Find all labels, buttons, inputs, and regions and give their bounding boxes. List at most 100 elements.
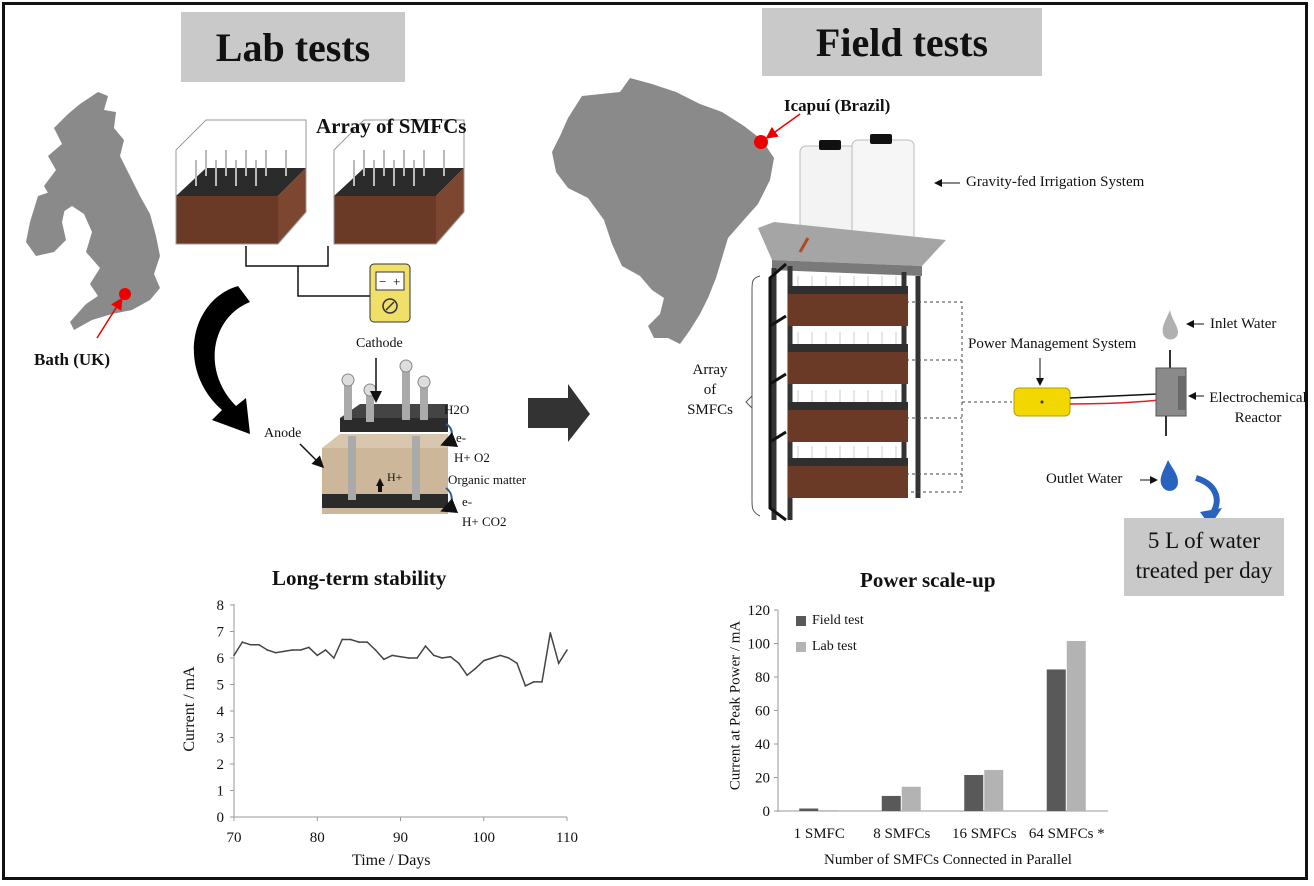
bath-label: Bath (UK) — [34, 350, 111, 369]
stability-data-point — [557, 662, 560, 665]
cathode-label: Cathode — [356, 336, 403, 351]
stability-data-point — [399, 655, 402, 658]
stability-data-point — [299, 649, 302, 651]
stability-data-point — [499, 654, 502, 657]
scaleup-ytick-label: 20 — [755, 771, 770, 787]
stability-ytick-label: 3 — [217, 731, 225, 747]
icapui-label: Icapuí (Brazil) — [784, 96, 891, 115]
scaleup-ylabel: Current at Peak Power / mA — [727, 620, 744, 791]
outlet-water-label: Outlet Water — [1046, 471, 1123, 487]
electron-label-1: e- — [456, 430, 467, 445]
stability-series-line — [233, 632, 568, 687]
stability-data-point — [358, 641, 360, 643]
stability-data-point — [416, 657, 418, 659]
stability-data-point — [408, 657, 410, 659]
svg-text:−: − — [379, 274, 386, 289]
bar-field-3 — [1046, 669, 1066, 811]
scaleup-ytick-label: 40 — [755, 737, 770, 753]
h-o2-label: H+ O2 — [454, 450, 490, 465]
pms-reactor-wire-red — [1069, 399, 1161, 405]
stability-chart-title: Long-term stability — [272, 566, 447, 590]
stability-data-point — [341, 638, 344, 641]
legend-swatch-field — [796, 616, 806, 626]
brazil-map — [552, 78, 774, 344]
bar-legend — [796, 616, 806, 652]
stability-data-point — [324, 649, 327, 651]
lab-smfc-array-2 — [333, 119, 465, 245]
stability-xtick-label: 70 — [227, 830, 242, 846]
field-array-label-line2: of — [703, 382, 717, 398]
stability-data-point — [349, 638, 352, 641]
summary-line1: 5 L of water — [1147, 528, 1261, 553]
multimeter-icon: − + — [369, 263, 411, 323]
stability-ytick-label: 8 — [217, 598, 225, 614]
reactor-label: Electrochemical Reactor — [1206, 388, 1310, 428]
stability-data-point — [566, 649, 568, 651]
field-array-label: Array of SMFCs — [680, 360, 740, 420]
stability-data-point — [366, 641, 369, 643]
stability-xtick-label: 80 — [310, 830, 325, 846]
outlet-curve-arrow — [1194, 475, 1220, 516]
bar-field-1 — [881, 795, 901, 811]
power-management-box — [1013, 387, 1071, 417]
stability-data-point — [541, 681, 543, 683]
pms-reactor-wire-black — [1069, 393, 1159, 399]
stability-xtick-label: 90 — [393, 830, 408, 846]
reactor-icon — [1155, 350, 1187, 436]
scaleup-xtick-label: 8 SMFCs — [873, 826, 930, 842]
scaleup-ytick-label: 120 — [748, 603, 771, 619]
stability-data-point — [258, 643, 260, 646]
field-tests-title: Field tests — [762, 8, 1042, 76]
legend-lab-label: Lab test — [812, 639, 857, 654]
stability-data-point — [424, 645, 427, 647]
legend-swatch-lab — [796, 642, 806, 652]
field-tower — [745, 134, 1012, 522]
stability-data-point — [383, 658, 385, 661]
stability-data-point — [449, 655, 452, 658]
stability-xtick-label: 110 — [556, 830, 578, 846]
stability-data-point — [333, 657, 335, 659]
stability-data-point — [474, 667, 477, 670]
outlet-drop-icon — [1160, 460, 1178, 491]
lab-tests-title: Lab tests — [181, 12, 405, 82]
field-array-label-line1: Array — [692, 362, 728, 378]
h2o-label: H2O — [444, 402, 470, 417]
scaleup-ytick-label: 100 — [748, 637, 771, 653]
inlet-drop-icon — [1162, 310, 1178, 340]
anode-label: Anode — [264, 426, 302, 441]
scaleup-ytick-label: 0 — [763, 804, 771, 820]
outlet-curve-arrowhead — [1200, 508, 1222, 526]
scaleup-chart: 0 20 40 60 80 100 120 1 SMFC 8 SMFCs 16 SMFCs 64 … — [748, 603, 1108, 842]
scaleup-xlabel: Number of SMFCs Connected in Parallel — [824, 852, 1072, 868]
meter-wiring — [297, 266, 370, 297]
bar-lab-3 — [1066, 640, 1086, 811]
stability-xtick-label: 100 — [473, 830, 496, 846]
bar-lab-1 — [901, 786, 921, 811]
scaleup-chart-title: Power scale-up — [860, 568, 996, 592]
irrigation-label: Gravity-fed Irrigation System — [966, 174, 1145, 190]
water-summary-box: 5 L of water treated per day — [1124, 518, 1284, 596]
stability-data-point — [441, 657, 443, 659]
icapui-marker — [754, 135, 768, 149]
stability-chart: 0 1 2 3 4 5 6 7 8 70 80 90 100 110 — [217, 598, 578, 846]
stability-data-point — [466, 674, 468, 677]
stability-ytick-label: 0 — [217, 810, 225, 826]
scaleup-xtick-label: 16 SMFCs — [952, 826, 1017, 842]
stability-data-point — [274, 651, 277, 654]
reactor-label-line1: Electrochemical — [1209, 390, 1307, 406]
stability-data-point — [433, 654, 435, 657]
bath-pointer — [96, 297, 123, 339]
icapui-pointer — [765, 113, 801, 139]
curved-arrow — [193, 286, 250, 434]
bar-field-2 — [964, 774, 984, 811]
stability-data-point — [291, 649, 294, 651]
electron-label-2: e- — [462, 494, 473, 509]
inlet-water-label: Inlet Water — [1210, 316, 1277, 332]
organic-matter-label: Organic matter — [448, 472, 527, 487]
stability-data-point — [249, 643, 252, 646]
bar-field-0 — [799, 808, 819, 811]
power-management-label: Power Management System — [968, 336, 1137, 352]
scaleup-ytick-label: 80 — [755, 670, 770, 686]
